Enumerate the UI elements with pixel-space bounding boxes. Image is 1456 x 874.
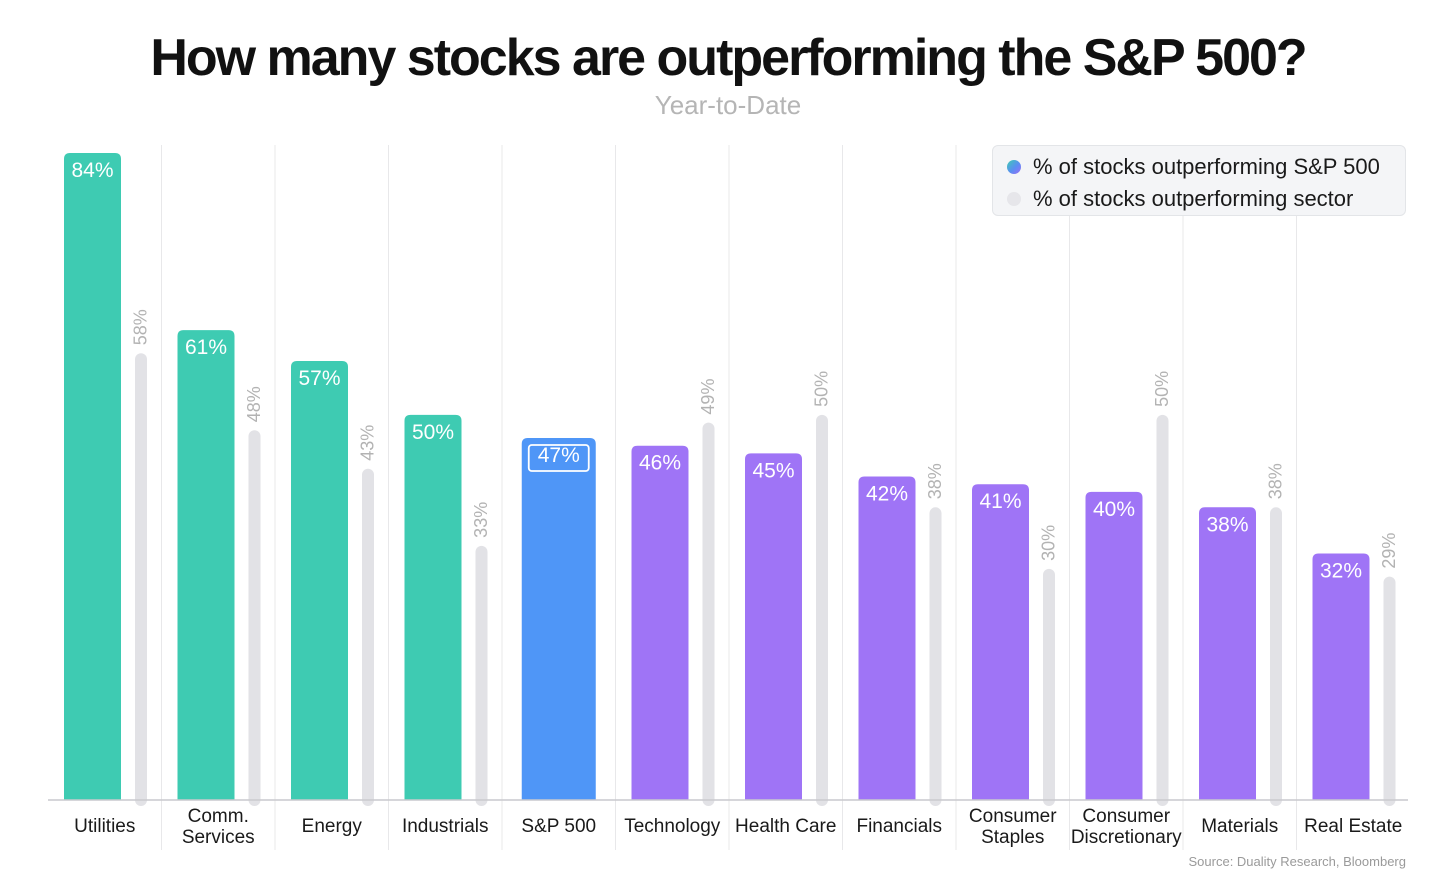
bar-primary-label: 32% xyxy=(1320,560,1362,583)
bar-primary-label: 61% xyxy=(185,336,227,359)
bar-secondary-label: 50% xyxy=(1152,371,1172,407)
bar-primary-label: 84% xyxy=(71,159,113,182)
bar-secondary-label: 38% xyxy=(925,463,945,499)
bar-primary-label: 57% xyxy=(298,367,340,390)
bar-secondary-label: 38% xyxy=(1266,463,1286,499)
legend-dot-primary xyxy=(1007,160,1021,174)
legend-label-primary: % of stocks outperforming S&P 500 xyxy=(1033,154,1380,179)
bar-secondary xyxy=(1043,568,1055,806)
bar-primary xyxy=(291,360,348,800)
bar-secondary-label: 48% xyxy=(244,386,264,422)
bar-primary-label: 46% xyxy=(639,452,681,475)
highlight-box xyxy=(527,444,590,472)
bars xyxy=(64,153,1396,806)
bar-secondary xyxy=(362,468,374,806)
bar-primary-label: 45% xyxy=(752,459,794,482)
bar-primary-label: 41% xyxy=(979,490,1021,513)
gridlines xyxy=(161,145,1297,850)
bar-secondary xyxy=(1270,507,1282,806)
bar-primary-label: 42% xyxy=(866,483,908,506)
x-tick-label: Real Estate xyxy=(1304,816,1402,837)
bar-primary xyxy=(631,445,689,800)
bar-primary xyxy=(404,414,462,800)
x-tick-label: Health Care xyxy=(735,816,836,837)
x-tick-label: Services xyxy=(182,827,255,848)
x-tick-label: S&P 500 xyxy=(521,816,596,837)
x-tick-label: Technology xyxy=(624,816,721,837)
x-tick-label: Discretionary xyxy=(1071,827,1182,848)
x-tick-labels: Utilities Comm.Services Energy Industrials S… xyxy=(74,806,1402,848)
bar-secondary xyxy=(816,414,828,806)
x-tick-label: Consumer xyxy=(969,806,1057,827)
legend-label-secondary: % of stocks outperforming sector xyxy=(1033,186,1354,211)
bar-secondary-label: 49% xyxy=(698,379,718,415)
x-tick-label: Financials xyxy=(856,816,942,837)
bar-secondary-label: 33% xyxy=(471,502,491,538)
x-tick-label: Staples xyxy=(981,827,1044,848)
bar-primary-label: 47% xyxy=(538,444,580,467)
bar-labels: 84% 58% 61% 48% 57% 43% 50% 33% 47% 46% 49% 45% 50% 4… xyxy=(71,159,1399,583)
bar-primary xyxy=(1312,553,1370,800)
bar-primary-label: 50% xyxy=(412,421,454,444)
bar-primary xyxy=(177,330,235,800)
bar-secondary-label: 29% xyxy=(1379,533,1399,569)
legend-item-primary: % of stocks outperforming S&P 500 xyxy=(1007,152,1380,182)
bar-secondary xyxy=(475,545,488,806)
bar-secondary xyxy=(929,507,942,806)
bar-primary-label: 40% xyxy=(1093,498,1135,521)
bar-primary xyxy=(745,453,802,800)
x-tick-label: Industrials xyxy=(402,816,489,837)
x-tick-label: Comm. xyxy=(188,806,249,827)
bar-secondary-label: 43% xyxy=(358,425,378,461)
bar-primary xyxy=(858,476,916,800)
bar-primary xyxy=(972,484,1029,800)
x-tick-label: Energy xyxy=(302,816,363,837)
bar-secondary xyxy=(1383,576,1396,806)
bar-primary xyxy=(1085,491,1143,800)
bar-primary xyxy=(1199,507,1256,800)
bar-secondary-label: 58% xyxy=(131,309,151,345)
bar-primary xyxy=(521,437,596,800)
legend-item-secondary: % of stocks outperforming sector xyxy=(1007,184,1353,214)
bar-primary-label: 38% xyxy=(1206,513,1248,536)
chart-title: How many stocks are outperforming the S&… xyxy=(150,29,1307,87)
x-tick-label: Materials xyxy=(1201,816,1278,837)
bar-primary xyxy=(64,153,121,800)
bar-secondary xyxy=(248,430,261,806)
x-tick-label: Consumer xyxy=(1082,806,1170,827)
legend: % of stocks outperforming S&P 500 % of s… xyxy=(992,145,1406,216)
bar-secondary-label: 30% xyxy=(1039,525,1059,561)
source-note: Source: Duality Research, Bloomberg xyxy=(1188,854,1407,869)
bar-secondary xyxy=(135,353,147,806)
bar-secondary-label: 50% xyxy=(812,371,832,407)
bar-secondary xyxy=(702,422,715,806)
legend-dot-secondary xyxy=(1007,192,1021,206)
x-tick-label: Utilities xyxy=(74,816,135,837)
chart-subtitle: Year-to-Date xyxy=(654,90,802,120)
bar-secondary xyxy=(1156,414,1169,806)
